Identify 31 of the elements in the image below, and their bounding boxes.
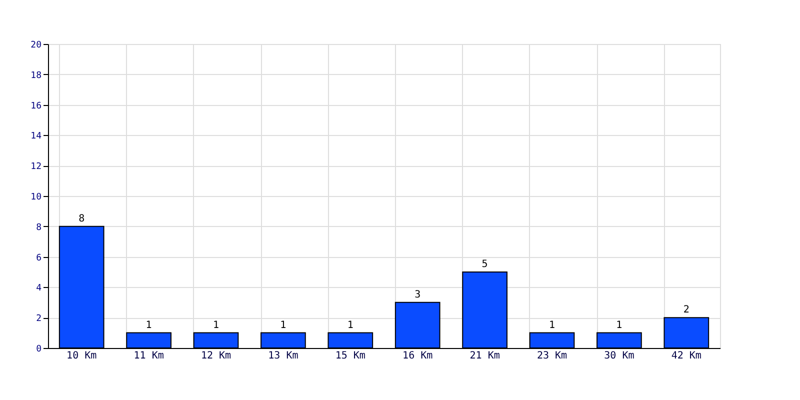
data-label: 1 bbox=[616, 320, 622, 331]
x-tick-label: 13 Km bbox=[268, 350, 298, 362]
y-tick-label: 0 bbox=[36, 344, 42, 354]
data-label: 1 bbox=[347, 320, 354, 331]
x-tick-label: 10 Km bbox=[66, 350, 97, 362]
x-tick-label: 42 Km bbox=[671, 350, 702, 362]
x-tick-label: 12 Km bbox=[200, 350, 232, 362]
y-tick-label: 12 bbox=[30, 162, 42, 172]
y-tick-label: 8 bbox=[36, 222, 42, 233]
x-tick-label: 30 Km bbox=[604, 350, 634, 362]
y-tick-label: 2 bbox=[36, 314, 42, 324]
y-tick-label: 18 bbox=[30, 70, 42, 81]
y-tick-label: 16 bbox=[30, 101, 42, 112]
y-tick-label: 14 bbox=[30, 132, 42, 142]
x-tick-label: 15 Km bbox=[335, 350, 366, 362]
data-label: 2 bbox=[683, 304, 690, 316]
y-tick-label: 6 bbox=[36, 253, 42, 264]
data-label: 1 bbox=[212, 320, 220, 331]
data-label: 1 bbox=[548, 320, 556, 331]
data-label: 1 bbox=[280, 320, 286, 331]
data-label: 8 bbox=[78, 213, 85, 224]
x-tick-label: 11 Km bbox=[134, 350, 164, 362]
data-label: 5 bbox=[482, 259, 488, 270]
data-label: 3 bbox=[414, 289, 421, 300]
y-tick-label: 20 bbox=[30, 40, 42, 50]
x-tick-label: 23 Km bbox=[536, 350, 568, 362]
x-tick-label: 16 Km bbox=[402, 350, 433, 362]
data-label: 1 bbox=[146, 320, 152, 331]
y-tick-label: 4 bbox=[36, 284, 42, 294]
y-tick-label: 10 bbox=[30, 192, 42, 202]
x-tick-label: 21 Km bbox=[470, 350, 500, 362]
